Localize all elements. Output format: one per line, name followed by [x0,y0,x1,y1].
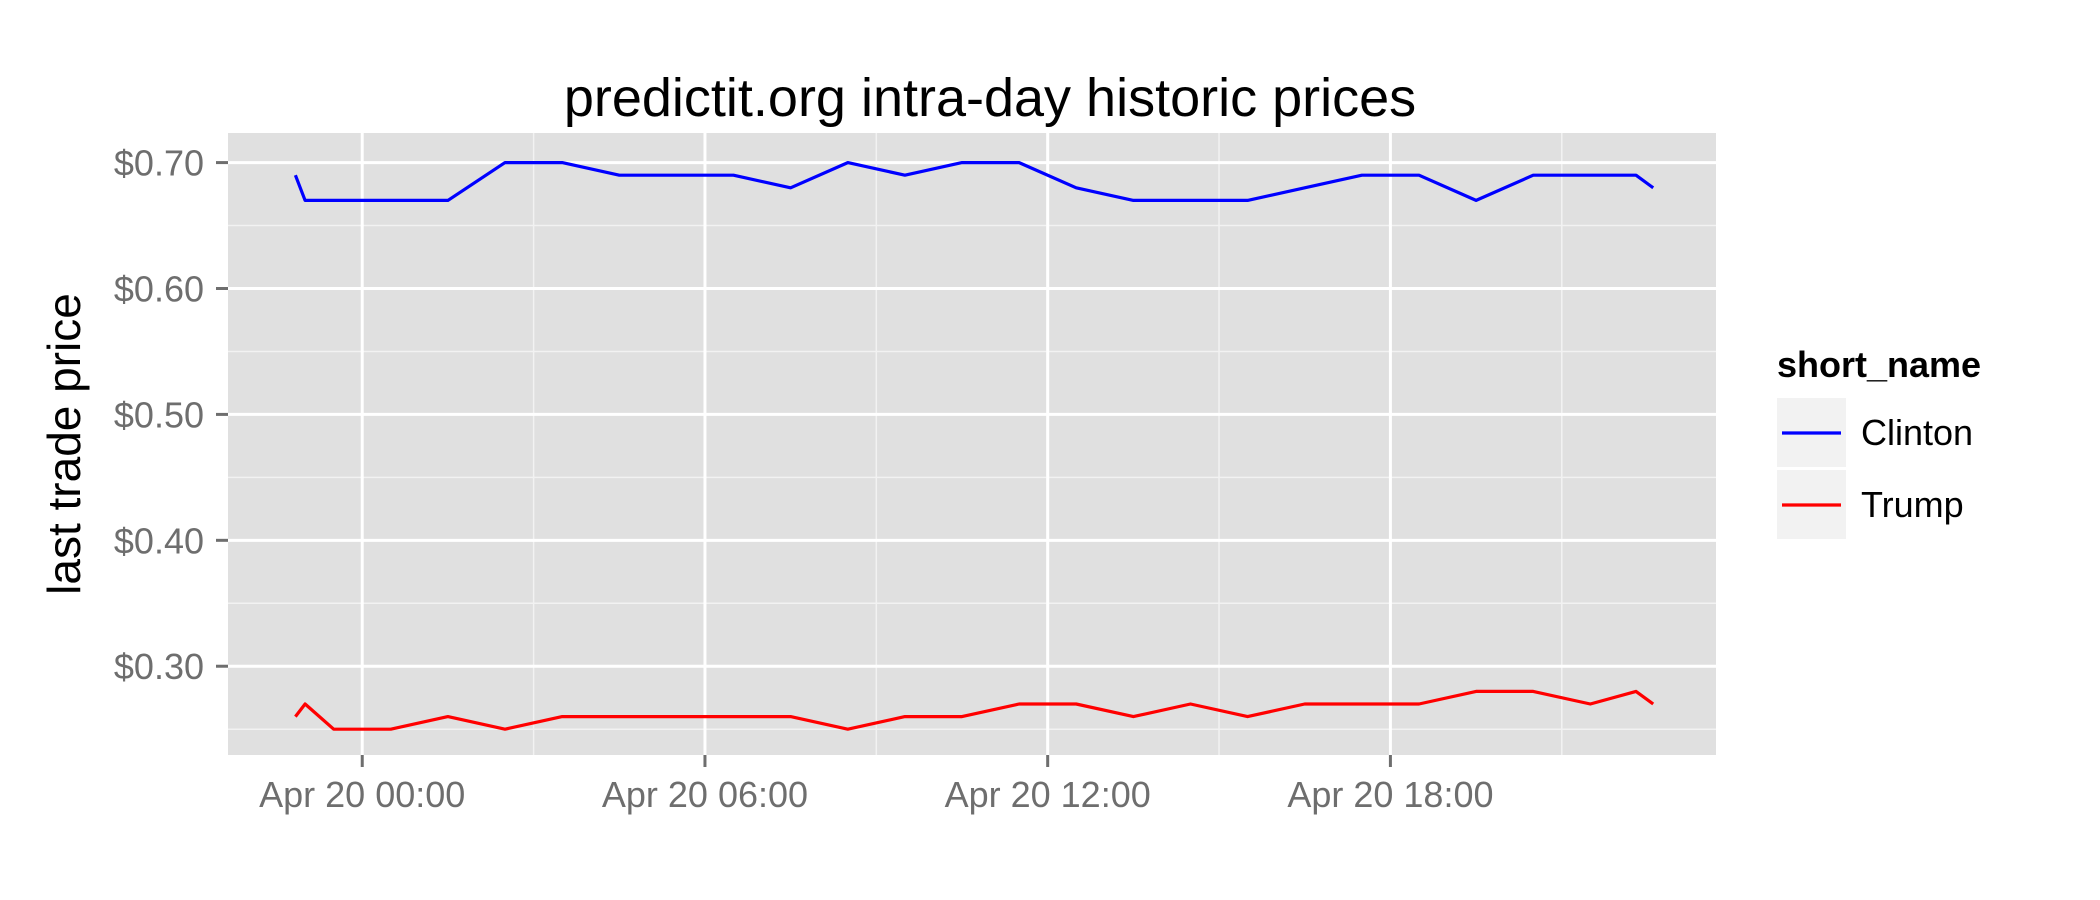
axes: $0.30 $0.40 $0.50 $0.60 $0.70 Apr 20 00:00 Apr… [114,143,1494,815]
y-axis-label: last trade price [38,293,90,595]
y-tick-label: $0.70 [114,143,204,184]
legend-label: Trump [1861,484,1964,525]
y-tick-label: $0.60 [114,269,204,310]
x-tick-label: Apr 20 12:00 [945,774,1151,815]
series-line-trump [294,689,1655,731]
series-line-clinton [293,161,1655,202]
legend: short_name Clinton Trump [1777,344,1981,539]
plot-panel [228,133,1716,755]
y-tick-label: $0.50 [114,394,204,435]
x-tick-label: Apr 20 06:00 [602,774,808,815]
x-tick-label: Apr 20 18:00 [1287,774,1493,815]
legend-label: Clinton [1861,412,1973,453]
y-tick-label: $0.30 [114,646,204,687]
series-lines [293,161,1655,731]
legend-title: short_name [1777,344,1981,385]
x-tick-label: Apr 20 00:00 [259,774,465,815]
chart-title: predictit.org intra-day historic prices [564,68,1416,128]
y-tick-label: $0.40 [114,520,204,561]
